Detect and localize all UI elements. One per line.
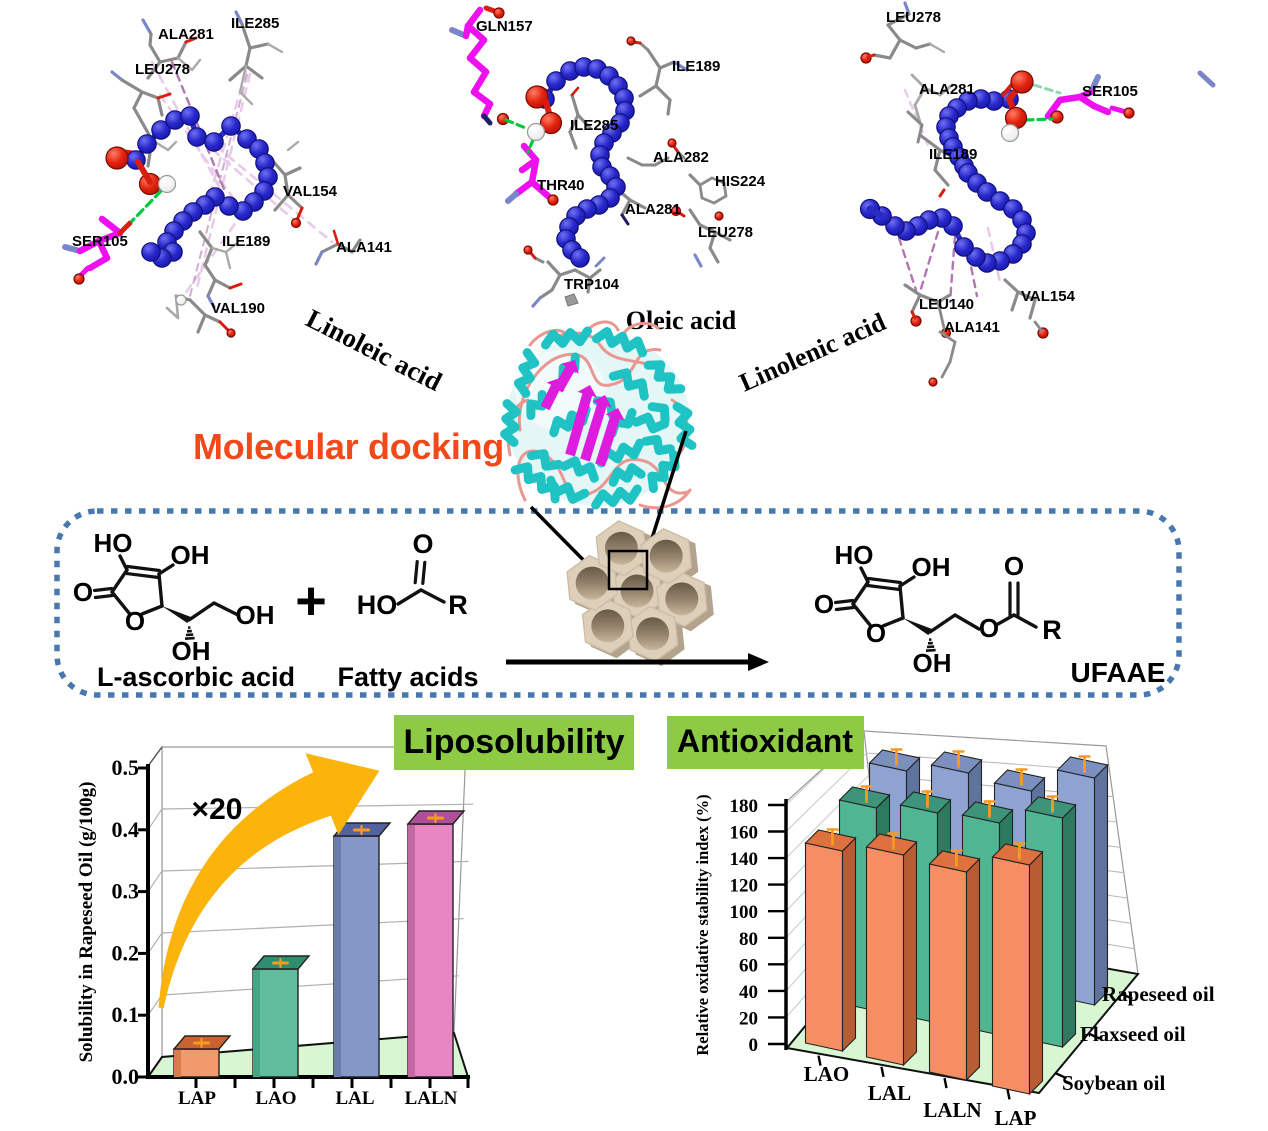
svg-text:40: 40	[739, 982, 758, 1003]
svg-text:TRP104: TRP104	[564, 276, 620, 293]
svg-text:Oleic acid: Oleic acid	[626, 306, 737, 335]
svg-text:120: 120	[730, 876, 759, 897]
svg-text:0.4: 0.4	[112, 817, 140, 842]
svg-text:UFAAE: UFAAE	[1071, 657, 1166, 688]
svg-text:ILE189: ILE189	[222, 233, 270, 250]
svg-text:Liposolubility: Liposolubility	[404, 723, 625, 761]
svg-text:HO: HO	[835, 540, 874, 570]
svg-text:ILE285: ILE285	[231, 15, 279, 32]
svg-text:LEU278: LEU278	[698, 224, 753, 241]
svg-text:ILE189: ILE189	[929, 146, 977, 163]
svg-text:0.5: 0.5	[112, 755, 140, 780]
svg-text:O: O	[412, 529, 433, 559]
svg-text:×20: ×20	[192, 793, 243, 826]
svg-text:LEU278: LEU278	[135, 61, 190, 78]
svg-text:20: 20	[739, 1008, 758, 1029]
svg-text:180: 180	[730, 796, 759, 817]
svg-text:SER105: SER105	[1082, 83, 1138, 100]
svg-text:80: 80	[739, 929, 758, 950]
svg-text:160: 160	[730, 823, 759, 844]
svg-text:O: O	[979, 613, 999, 643]
svg-text:HIS224: HIS224	[715, 173, 766, 190]
svg-text:+: +	[295, 571, 327, 631]
svg-text:GLN157: GLN157	[476, 18, 533, 35]
svg-text:R: R	[448, 590, 468, 620]
svg-text:Flaxseed oil: Flaxseed oil	[1080, 1022, 1186, 1046]
svg-text:60: 60	[739, 955, 758, 976]
svg-text:ALA281: ALA281	[158, 26, 214, 43]
svg-text:0.3: 0.3	[112, 879, 140, 904]
svg-text:HO: HO	[94, 528, 133, 558]
svg-text:LAP: LAP	[995, 1106, 1037, 1126]
svg-text:Fatty acids: Fatty acids	[337, 662, 478, 692]
svg-text:THR40: THR40	[537, 177, 585, 194]
svg-text:0: 0	[749, 1035, 759, 1056]
svg-text:LAO: LAO	[255, 1088, 296, 1109]
svg-text:VAL154: VAL154	[1021, 288, 1076, 305]
svg-text:ILE189: ILE189	[672, 58, 720, 75]
svg-text:OH: OH	[913, 648, 952, 678]
svg-text:VAL154: VAL154	[283, 183, 338, 200]
svg-text:Relative oxidative stability i: Relative oxidative stability index (%)	[693, 794, 712, 1055]
svg-text:LEU278: LEU278	[886, 9, 941, 26]
svg-text:O: O	[814, 589, 834, 619]
svg-text:O: O	[125, 606, 145, 636]
svg-text:SER105: SER105	[72, 233, 128, 250]
svg-text:Rapeseed oil: Rapeseed oil	[1102, 982, 1215, 1006]
svg-text:Antioxidant: Antioxidant	[677, 723, 853, 759]
svg-text:HO: HO	[357, 590, 398, 620]
svg-text:LALN: LALN	[405, 1088, 458, 1109]
svg-text:LEU140: LEU140	[919, 296, 974, 313]
svg-text:0.2: 0.2	[112, 940, 140, 965]
svg-text:LAO: LAO	[804, 1062, 850, 1086]
svg-text:L-ascorbic acid: L-ascorbic acid	[97, 662, 295, 692]
svg-text:LAL: LAL	[335, 1088, 374, 1109]
svg-text:ALA281: ALA281	[919, 81, 975, 98]
svg-text:ALA141: ALA141	[336, 239, 392, 256]
svg-text:ALA141: ALA141	[944, 319, 1000, 336]
svg-text:ALA281: ALA281	[625, 201, 681, 218]
svg-text:LAL: LAL	[868, 1081, 911, 1105]
svg-text:100: 100	[730, 902, 759, 923]
svg-text:O: O	[1004, 551, 1024, 581]
svg-text:LAP: LAP	[178, 1088, 216, 1109]
svg-text:Solubility in Rapeseed Oil (g/: Solubility in Rapeseed Oil (g/100g)	[76, 782, 97, 1063]
svg-text:ALA282: ALA282	[653, 149, 709, 166]
svg-text:O: O	[866, 618, 886, 648]
svg-text:0.0: 0.0	[112, 1064, 140, 1089]
svg-text:R: R	[1042, 615, 1062, 645]
svg-text:Molecular docking: Molecular docking	[193, 426, 504, 467]
svg-text:LALN: LALN	[923, 1098, 981, 1122]
svg-text:140: 140	[730, 849, 759, 870]
svg-text:Soybean oil: Soybean oil	[1062, 1071, 1165, 1095]
svg-text:VAL190: VAL190	[211, 300, 265, 317]
svg-text:O: O	[73, 577, 93, 607]
svg-text:ILE285: ILE285	[570, 117, 618, 134]
svg-text:0.1: 0.1	[112, 1002, 140, 1027]
svg-text:OH: OH	[236, 600, 275, 630]
svg-text:OH: OH	[912, 552, 951, 582]
svg-text:OH: OH	[171, 540, 210, 570]
